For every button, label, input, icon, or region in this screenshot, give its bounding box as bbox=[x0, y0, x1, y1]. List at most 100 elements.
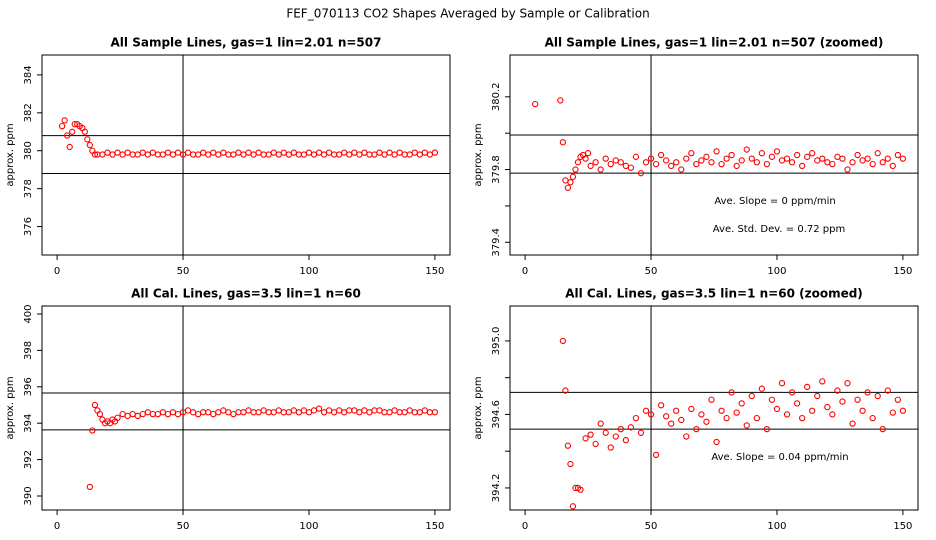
panel-title: All Sample Lines, gas=1 lin=2.01 n=507 bbox=[111, 36, 382, 50]
point bbox=[265, 409, 272, 416]
point bbox=[250, 409, 257, 416]
point bbox=[668, 162, 675, 170]
point bbox=[235, 409, 242, 416]
point bbox=[662, 413, 670, 420]
point bbox=[225, 151, 232, 158]
point bbox=[416, 151, 423, 158]
point bbox=[788, 159, 796, 166]
point bbox=[809, 150, 816, 157]
point bbox=[748, 392, 755, 400]
x-tick-label: 100 bbox=[767, 266, 786, 277]
y-axis-label: approx. ppm bbox=[5, 376, 16, 439]
point bbox=[194, 410, 202, 418]
x-tick-label: 50 bbox=[177, 521, 190, 532]
point bbox=[411, 149, 418, 156]
point bbox=[768, 396, 776, 403]
point bbox=[703, 418, 710, 425]
point bbox=[346, 151, 353, 158]
point bbox=[564, 442, 572, 449]
point bbox=[366, 409, 373, 416]
point bbox=[889, 409, 896, 416]
point bbox=[376, 407, 383, 414]
point bbox=[200, 409, 207, 416]
point bbox=[164, 410, 172, 418]
point bbox=[783, 411, 791, 418]
point bbox=[572, 166, 579, 173]
point bbox=[89, 427, 96, 434]
point bbox=[849, 159, 856, 166]
y-tick-label: 394 bbox=[23, 414, 34, 433]
point bbox=[627, 424, 635, 431]
point bbox=[874, 150, 881, 157]
figure-title: FEF_070113 CO2 Shapes Averaged by Sample… bbox=[286, 7, 649, 21]
point bbox=[569, 173, 577, 180]
point bbox=[295, 409, 303, 416]
point bbox=[154, 410, 162, 418]
point bbox=[275, 151, 282, 158]
point bbox=[683, 155, 690, 162]
y-tick-label: 382 bbox=[23, 103, 34, 122]
point bbox=[396, 409, 403, 416]
point bbox=[245, 149, 252, 156]
point bbox=[305, 409, 313, 416]
point bbox=[844, 380, 851, 387]
point bbox=[592, 159, 599, 166]
point bbox=[230, 410, 237, 418]
plot-frame bbox=[509, 305, 919, 511]
point bbox=[783, 155, 791, 162]
plot-frame bbox=[509, 54, 919, 256]
point bbox=[617, 159, 624, 166]
point bbox=[829, 411, 836, 418]
point bbox=[265, 151, 272, 158]
point bbox=[899, 407, 907, 414]
point bbox=[819, 378, 826, 385]
point bbox=[184, 407, 192, 414]
point bbox=[366, 151, 373, 158]
point bbox=[96, 410, 104, 418]
point bbox=[255, 149, 262, 156]
point bbox=[310, 407, 318, 414]
point bbox=[743, 422, 750, 429]
point bbox=[894, 396, 902, 403]
point bbox=[708, 159, 715, 166]
point bbox=[134, 151, 141, 158]
point bbox=[864, 155, 871, 162]
point bbox=[144, 151, 151, 158]
point bbox=[139, 149, 146, 156]
y-tick-label: 395.0 bbox=[491, 327, 502, 356]
y-tick-label: 400 bbox=[23, 304, 34, 323]
point bbox=[139, 410, 146, 418]
point bbox=[381, 409, 388, 416]
point bbox=[698, 411, 705, 418]
point bbox=[361, 149, 368, 156]
point bbox=[819, 155, 826, 162]
point bbox=[582, 435, 589, 442]
point bbox=[169, 151, 177, 158]
point bbox=[564, 184, 572, 191]
point bbox=[657, 151, 665, 159]
x-tick-label: 50 bbox=[645, 266, 658, 277]
point bbox=[657, 402, 665, 409]
y-tick-label: 390 bbox=[23, 486, 34, 505]
point bbox=[874, 392, 881, 400]
point bbox=[763, 160, 771, 168]
point bbox=[371, 407, 378, 414]
point bbox=[381, 151, 388, 158]
point bbox=[280, 409, 287, 416]
point bbox=[124, 149, 131, 156]
point bbox=[854, 396, 861, 403]
point bbox=[612, 157, 619, 164]
point bbox=[194, 151, 202, 158]
point bbox=[361, 407, 368, 414]
point bbox=[215, 409, 222, 416]
point bbox=[346, 407, 353, 414]
point bbox=[577, 486, 584, 493]
point bbox=[240, 409, 247, 416]
point bbox=[652, 451, 660, 459]
point bbox=[230, 151, 237, 158]
point bbox=[678, 416, 685, 424]
point bbox=[215, 151, 222, 158]
point bbox=[129, 151, 136, 158]
point bbox=[114, 414, 121, 421]
